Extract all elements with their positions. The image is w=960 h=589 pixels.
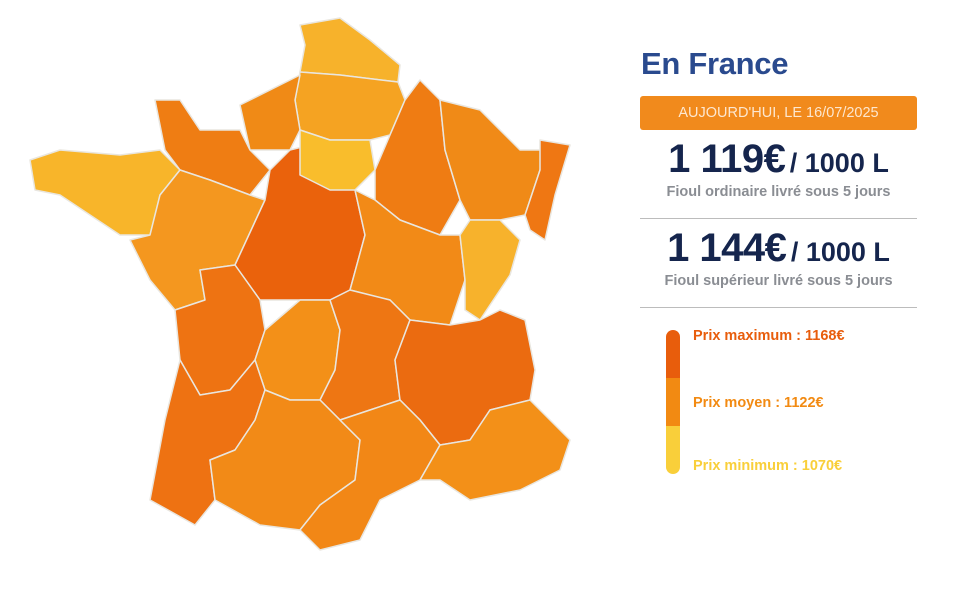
legend-swatch-min — [666, 426, 680, 474]
map-region[interactable] — [349, 189, 466, 326]
price-amount: 1 119€ — [668, 137, 786, 181]
map-region[interactable] — [419, 399, 571, 501]
price-superior: 1 144€ / 1000 L — [640, 226, 917, 271]
map-region[interactable] — [299, 129, 376, 191]
legend-min: Prix minimum : 1070€ — [693, 458, 843, 474]
france-price-map — [29, 17, 571, 551]
price-ordinary: 1 119€ / 1000 L — [640, 137, 917, 182]
price-label: Fioul ordinaire livré sous 5 jours — [666, 184, 891, 200]
price-label: Fioul supérieur livré sous 5 jours — [664, 273, 893, 289]
price-unit: / 1000 L — [790, 237, 890, 267]
legend-swatch-avg — [666, 378, 680, 427]
legend-swatch-max — [666, 330, 680, 379]
map-region[interactable] — [294, 71, 406, 141]
price-unit: / 1000 L — [789, 148, 889, 178]
date-banner: AUJOURD'HUI, LE 16/07/2025 — [640, 96, 917, 130]
legend-max: Prix maximum : 1168€ — [693, 328, 845, 344]
map-region[interactable] — [239, 74, 301, 151]
price-panel: En France AUJOURD'HUI, LE 16/07/2025 1 1… — [640, 40, 917, 483]
price-amount: 1 144€ — [667, 226, 787, 270]
map-region[interactable] — [299, 399, 441, 551]
map-region[interactable] — [524, 139, 571, 241]
legend-color-bar — [666, 330, 680, 474]
price-legend: Prix maximum : 1168€ Prix moyen : 1122€ … — [640, 318, 917, 483]
divider — [640, 218, 917, 219]
legend-avg: Prix moyen : 1122€ — [693, 395, 824, 411]
page-title: En France — [641, 46, 789, 81]
map-region[interactable] — [459, 219, 521, 321]
divider — [640, 307, 917, 308]
